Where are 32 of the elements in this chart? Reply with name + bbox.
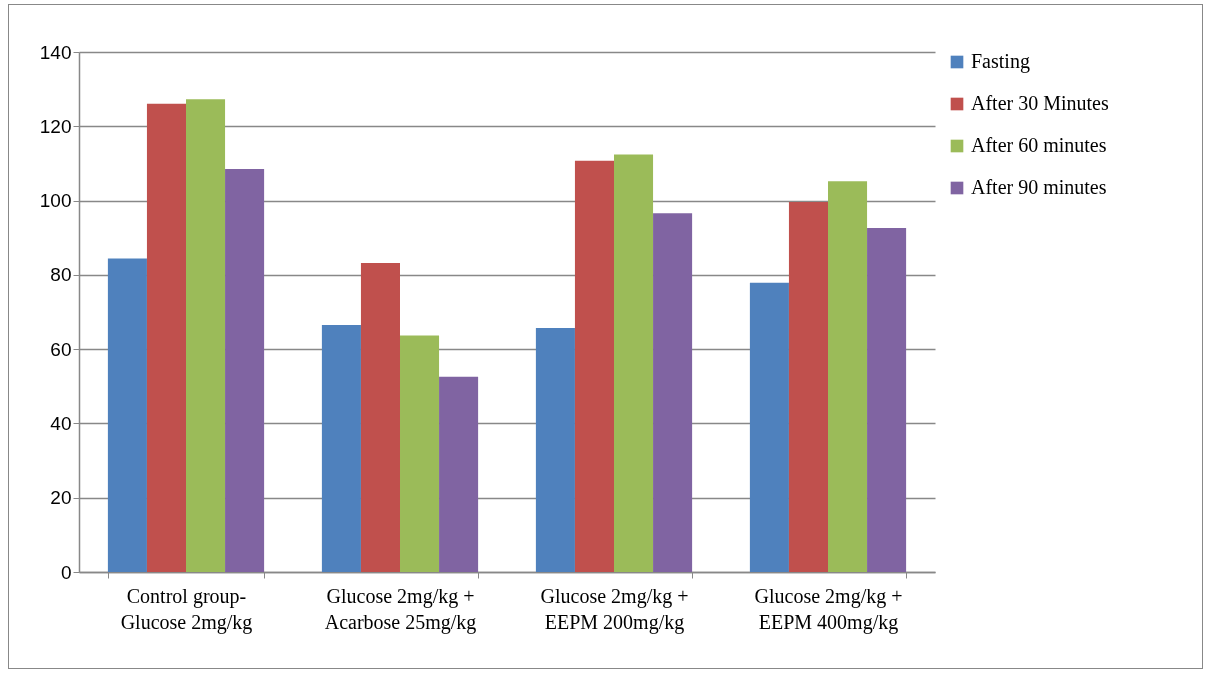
y-tick-label: 60 (50, 338, 72, 360)
legend-label: After 30 Minutes (971, 92, 1109, 114)
y-tick-label: 80 (50, 264, 72, 286)
bar (439, 376, 479, 572)
bar (321, 325, 361, 572)
bar (574, 160, 614, 572)
bar (360, 262, 400, 572)
legend-label: After 90 minutes (971, 176, 1107, 198)
bar (828, 181, 868, 572)
bar (225, 169, 265, 572)
bar (146, 103, 186, 572)
bar (186, 99, 226, 572)
x-tick-label: Glucose 2mg/kg + EEPM 200mg/kg (540, 584, 689, 634)
legend-label: Fasting (971, 50, 1030, 73)
bar (400, 335, 440, 572)
legend-label: After 60 minutes (971, 134, 1107, 156)
bar (535, 327, 575, 572)
bar (107, 258, 147, 572)
bar (653, 213, 693, 572)
x-tick-label: Glucose 2mg/kg + Acarbose 25mg/kg (324, 584, 477, 634)
bar (749, 282, 789, 572)
bar (614, 154, 654, 572)
y-tick-label: 100 (39, 190, 72, 212)
x-tick-label: Glucose 2mg/kg + EEPM 400mg/kg (754, 584, 903, 634)
bar (867, 228, 907, 572)
y-tick-label: 40 (50, 412, 72, 434)
y-tick-label: 140 (39, 41, 72, 63)
y-tick-label: 120 (39, 115, 72, 137)
bar (788, 202, 828, 572)
x-tick-label: Control group-Glucose 2mg/kg (120, 584, 253, 634)
y-tick-label: 0 (60, 561, 72, 583)
y-tick-label: 20 (50, 487, 72, 509)
